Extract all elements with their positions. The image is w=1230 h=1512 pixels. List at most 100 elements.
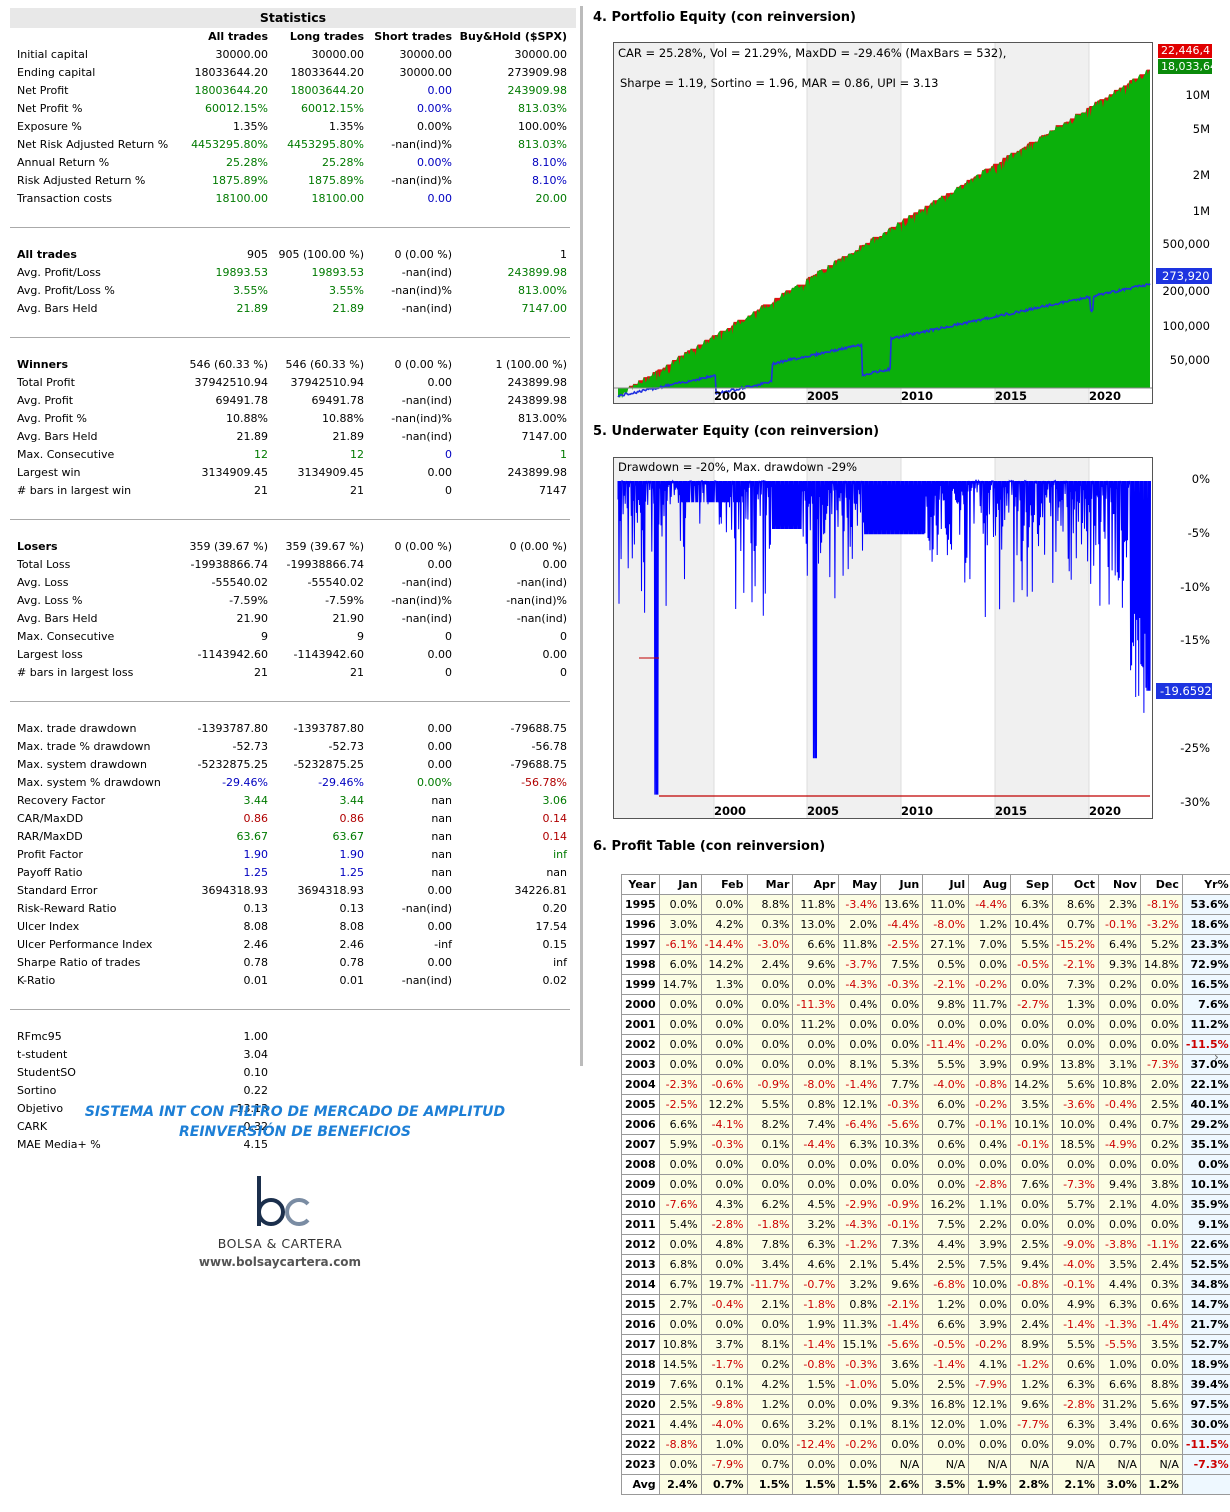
- profit-month: 4.9%: [1052, 1294, 1099, 1315]
- profit-month: -1.1%: [1139, 1234, 1183, 1255]
- profit-month: -2.5%: [658, 1094, 702, 1115]
- section-separator: [10, 318, 570, 338]
- profit-month: -1.3%: [1098, 1314, 1141, 1335]
- equity-stats-line1: CAR = 25.28%, Vol = 21.29%, MaxDD = -29.…: [618, 46, 1007, 60]
- stat-value: 1.25: [339, 866, 365, 879]
- stat-value: 18003644.20: [194, 84, 268, 97]
- profit-month: 9.0%: [1052, 1434, 1099, 1455]
- profit-month: 6.2%: [746, 1194, 794, 1215]
- stat-value: 1.00: [243, 1030, 269, 1043]
- stat-value: inf: [553, 848, 567, 861]
- profit-table-row: 2022 -8.8% 1.0% 0.0% -12.4% -0.2% 0.0% 0.0% 0.0%…: [621, 1434, 1230, 1455]
- section-separator: [10, 682, 570, 702]
- stat-row: Net Profit % 60012.15% 60012.15% 0.00% 813.0…: [10, 100, 576, 118]
- stat-value: 1: [560, 248, 567, 261]
- stat-value: 0.00: [427, 466, 453, 479]
- stat-value: 0: [445, 666, 452, 679]
- stat-value: [364, 1028, 452, 1046]
- x-tick-label: 2000: [713, 389, 747, 403]
- section-separator: [10, 500, 570, 520]
- caption-line1: SISTEMA INT CON FILTRO DE MERCADO DE AMP…: [84, 1104, 506, 1120]
- profit-month: 6.6%: [922, 1314, 970, 1335]
- stat-label: Largest win: [17, 466, 81, 479]
- profit-month: 4.4%: [658, 1414, 702, 1435]
- section-separator: [10, 990, 570, 1010]
- logo-url[interactable]: www.bolsaycartera.com: [198, 1255, 362, 1269]
- stat-value: -55540.02: [307, 576, 364, 589]
- stat-value: 21: [254, 666, 268, 679]
- profit-year: 2001: [621, 1014, 660, 1035]
- profit-month: 0.1%: [746, 1134, 794, 1155]
- stat-value: -5232875.25: [197, 758, 268, 771]
- profit-month: -3.4%: [838, 894, 882, 915]
- stat-value: -inf: [434, 938, 452, 951]
- profit-year-total: 22.1%: [1181, 1074, 1230, 1095]
- stat-value: -29.46%: [222, 776, 268, 789]
- profit-month: -0.2%: [968, 1094, 1012, 1115]
- profit-month: 0.0%: [746, 1014, 794, 1035]
- stat-label: Avg. Bars Held: [17, 612, 98, 625]
- stat-value: [452, 1046, 570, 1064]
- stat-row: Risk Adjusted Return % 1875.89% 1875.89% -n…: [10, 172, 576, 190]
- profit-table-row: 1995 0.0% 0.0% 8.8% 11.8% -3.4% 13.6% 11.0% -4.4…: [621, 894, 1230, 915]
- stat-value: 18100.00: [311, 192, 365, 205]
- statistics-body: Initial capital 30000.00 30000.00 30000.00 3…: [10, 46, 576, 1154]
- profit-month: 0.0%: [838, 1454, 882, 1475]
- profit-month: 3.6%: [880, 1354, 924, 1375]
- profit-month: 0.0%: [746, 1174, 794, 1195]
- stat-value: 30000.00: [399, 48, 453, 61]
- profit-month: -2.5%: [880, 934, 924, 955]
- profit-table-row: 2007 5.9% -0.3% 0.1% -4.4% 6.3% 10.3% 0.6% 0.4% -…: [621, 1134, 1230, 1155]
- profit-month: 0.0%: [880, 1014, 924, 1035]
- profit-month: 3.9%: [968, 1054, 1012, 1075]
- scroll-right-icon[interactable]: ›: [1214, 1050, 1219, 1064]
- profit-month: -3.0%: [746, 934, 794, 955]
- profit-month: 1.1%: [968, 1194, 1012, 1215]
- col-short-trades: Short trades: [374, 30, 452, 43]
- stat-label: Avg. Loss: [17, 576, 69, 589]
- stat-value: 30000.00: [311, 48, 365, 61]
- profit-month: 0.2%: [1098, 974, 1141, 995]
- profit-month: 12.0%: [922, 1414, 970, 1435]
- profit-table-row: 2015 2.7% -0.4% 2.1% -1.8% 0.8% -2.1% 1.2% 0.0% 0…: [621, 1294, 1230, 1315]
- profit-month: 10.1%: [1010, 1114, 1054, 1135]
- stat-value: 0.86: [243, 812, 269, 825]
- profit-month: 4.5%: [792, 1194, 840, 1215]
- drawdown-year-band: [614, 458, 714, 818]
- profit-month: 12.1%: [968, 1394, 1012, 1415]
- stat-row: Standard Error 3694318.93 3694318.93 0.00 34…: [10, 882, 576, 900]
- stat-value: 3.55%: [329, 284, 364, 297]
- profit-month: -0.5%: [1010, 954, 1054, 975]
- profit-month: -7.7%: [1010, 1414, 1054, 1435]
- profit-year: 2013: [621, 1254, 660, 1275]
- profit-table-row: 2001 0.0% 0.0% 0.0% 11.2% 0.0% 0.0% 0.0% 0.0% 0.0…: [621, 1014, 1230, 1035]
- profit-year: 2006: [621, 1114, 660, 1135]
- stat-value: 813.00%: [518, 412, 567, 425]
- profit-month: 3.8%: [1139, 1174, 1183, 1195]
- profit-table-row: 1998 6.0% 14.2% 2.4% 9.6% -3.7% 7.5% 0.5% 0.0% -0…: [621, 954, 1230, 975]
- profit-month: 0.0%: [700, 1014, 748, 1035]
- profit-month: 6.6%: [792, 934, 840, 955]
- profit-month: 0.0%: [922, 1154, 970, 1175]
- stat-value: 25.28%: [226, 156, 268, 169]
- stat-row: Avg. Bars Held 21.90 21.90 -nan(ind) -nan(in…: [10, 610, 576, 628]
- profit-month: 0.7%: [746, 1454, 794, 1475]
- profit-month: 0.0%: [838, 1154, 882, 1175]
- profit-table-col-header: Feb: [700, 874, 748, 895]
- profit-month: -0.6%: [700, 1074, 748, 1095]
- stat-row: Max. trade % drawdown -52.73 -52.73 0.00 -56…: [10, 738, 576, 756]
- stat-row: Largest loss -1143942.60 -1143942.60 0.00 0.…: [10, 646, 576, 664]
- stat-value: 1875.89%: [212, 174, 268, 187]
- profit-month: -4.9%: [1098, 1134, 1141, 1155]
- stat-row: Exposure % 1.35% 1.35% 0.00% 100.00%: [10, 118, 576, 136]
- stat-value: nan: [431, 812, 452, 825]
- profit-month: 0.0%: [792, 1154, 840, 1175]
- y-tick-label: 5M: [1192, 122, 1210, 136]
- profit-month: 7.5%: [880, 954, 924, 975]
- profit-table-row: 2011 5.4% -2.8% -1.8% 3.2% -4.3% -0.1% 7.5% 2.2%…: [621, 1214, 1230, 1235]
- profit-month: 0.0%: [1010, 1154, 1054, 1175]
- profit-table-row: 2019 7.6% 0.1% 4.2% 1.5% -1.0% 5.0% 2.5% -7.9% 1.…: [621, 1374, 1230, 1395]
- stat-value: 21: [254, 484, 268, 497]
- stat-value: 2.46: [243, 938, 269, 951]
- profit-month: -0.8%: [1010, 1274, 1054, 1295]
